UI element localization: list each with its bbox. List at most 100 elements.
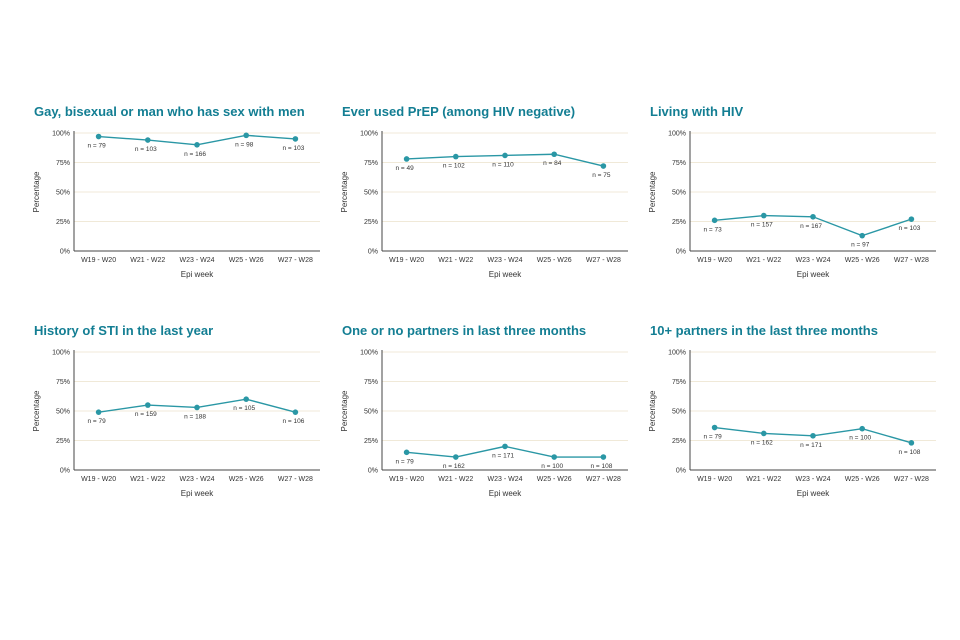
svg-text:n = 110: n = 110 xyxy=(492,161,514,168)
svg-text:50%: 50% xyxy=(56,409,70,416)
svg-text:n = 79: n = 79 xyxy=(395,458,414,465)
svg-text:0%: 0% xyxy=(676,249,686,256)
svg-text:75%: 75% xyxy=(364,160,378,167)
svg-text:n = 167: n = 167 xyxy=(800,223,822,230)
svg-text:W23 - W24: W23 - W24 xyxy=(179,476,214,483)
chart-title-sti-history: History of STI in the last year xyxy=(34,323,214,338)
svg-text:W21 - W22: W21 - W22 xyxy=(746,257,781,264)
svg-text:Epi week: Epi week xyxy=(181,270,214,279)
svg-text:n = 75: n = 75 xyxy=(592,172,611,179)
svg-text:n = 84: n = 84 xyxy=(543,160,562,167)
charts-grid: Gay, bisexual or man who has sex with me… xyxy=(28,104,948,528)
svg-text:0%: 0% xyxy=(60,249,70,256)
svg-text:Epi week: Epi week xyxy=(489,270,522,279)
chart-title-one-or-no-partners: One or no partners in last three months xyxy=(342,323,587,338)
svg-text:W19 - W20: W19 - W20 xyxy=(389,257,424,264)
svg-text:75%: 75% xyxy=(56,379,70,386)
svg-text:W23 - W24: W23 - W24 xyxy=(487,476,522,483)
chart-sti-history: History of STI in the last year 0% 25% 50%… xyxy=(28,323,332,528)
svg-text:25%: 25% xyxy=(56,438,70,445)
svg-text:W23 - W24: W23 - W24 xyxy=(179,257,214,264)
svg-text:n = 159: n = 159 xyxy=(135,411,157,418)
svg-text:W19 - W20: W19 - W20 xyxy=(81,257,116,264)
svg-text:75%: 75% xyxy=(672,160,686,167)
svg-text:Percentage: Percentage xyxy=(32,171,41,212)
svg-text:Epi week: Epi week xyxy=(181,489,214,498)
svg-text:Percentage: Percentage xyxy=(648,171,657,212)
svg-text:50%: 50% xyxy=(364,190,378,197)
svg-text:50%: 50% xyxy=(364,409,378,416)
svg-text:n = 106: n = 106 xyxy=(282,418,304,425)
svg-text:W21 - W22: W21 - W22 xyxy=(746,476,781,483)
chart-ten-plus-partners: 10+ partners in the last three months 0%… xyxy=(644,323,948,528)
svg-text:W25 - W26: W25 - W26 xyxy=(537,257,572,264)
chart-prep: Ever used PrEP (among HIV negative) 0% 25… xyxy=(336,104,640,309)
svg-text:25%: 25% xyxy=(364,219,378,226)
chart-title-prep: Ever used PrEP (among HIV negative) xyxy=(342,104,576,119)
svg-text:W23 - W24: W23 - W24 xyxy=(795,476,830,483)
svg-text:n = 108: n = 108 xyxy=(590,463,612,470)
svg-text:Epi week: Epi week xyxy=(489,489,522,498)
svg-text:100%: 100% xyxy=(360,131,378,138)
svg-text:Percentage: Percentage xyxy=(32,390,41,431)
svg-text:n = 79: n = 79 xyxy=(703,434,722,441)
svg-text:W25 - W26: W25 - W26 xyxy=(229,257,264,264)
svg-text:100%: 100% xyxy=(668,350,686,357)
svg-text:W23 - W24: W23 - W24 xyxy=(487,257,522,264)
svg-text:W19 - W20: W19 - W20 xyxy=(389,476,424,483)
svg-text:25%: 25% xyxy=(56,219,70,226)
svg-text:n = 79: n = 79 xyxy=(87,418,106,425)
svg-text:75%: 75% xyxy=(672,379,686,386)
chart-title-gbmsm: Gay, bisexual or man who has sex with me… xyxy=(34,104,305,119)
chart-living-with-hiv: Living with HIV 0% 25% 50% 75% 100% Percentag… xyxy=(644,104,948,309)
svg-text:Percentage: Percentage xyxy=(648,390,657,431)
svg-text:W25 - W26: W25 - W26 xyxy=(845,257,880,264)
svg-text:W21 - W22: W21 - W22 xyxy=(438,257,473,264)
svg-text:50%: 50% xyxy=(672,190,686,197)
svg-text:n = 108: n = 108 xyxy=(898,449,920,456)
svg-text:n = 103: n = 103 xyxy=(135,146,157,153)
svg-text:n = 171: n = 171 xyxy=(800,442,822,449)
svg-text:n = 100: n = 100 xyxy=(849,435,871,442)
line-chart-ten-plus-partners: 0% 25% 50% 75% 100% Percentage W19 - W20 W21 - … xyxy=(648,350,936,498)
svg-text:n = 157: n = 157 xyxy=(751,222,773,229)
svg-text:0%: 0% xyxy=(368,468,378,475)
svg-text:n = 98: n = 98 xyxy=(235,141,254,148)
svg-text:n = 100: n = 100 xyxy=(541,463,563,470)
svg-text:n = 162: n = 162 xyxy=(443,463,465,470)
svg-text:W19 - W20: W19 - W20 xyxy=(697,476,732,483)
line-chart-one-or-no-partners: 0% 25% 50% 75% 100% Percentage W19 - W20 W21 - … xyxy=(340,350,628,498)
svg-text:n = 49: n = 49 xyxy=(395,165,414,172)
svg-text:W19 - W20: W19 - W20 xyxy=(697,257,732,264)
svg-text:Epi week: Epi week xyxy=(797,270,830,279)
svg-text:n = 188: n = 188 xyxy=(184,413,206,420)
svg-text:Percentage: Percentage xyxy=(340,390,349,431)
svg-text:W19 - W20: W19 - W20 xyxy=(81,476,116,483)
svg-text:n = 171: n = 171 xyxy=(492,452,514,459)
svg-text:W27 - W28: W27 - W28 xyxy=(278,476,313,483)
svg-text:W25 - W26: W25 - W26 xyxy=(229,476,264,483)
svg-text:n = 166: n = 166 xyxy=(184,151,206,158)
svg-text:50%: 50% xyxy=(56,190,70,197)
svg-text:W21 - W22: W21 - W22 xyxy=(438,476,473,483)
chart-gbmsm: Gay, bisexual or man who has sex with me… xyxy=(28,104,332,309)
svg-text:75%: 75% xyxy=(56,160,70,167)
svg-text:n = 79: n = 79 xyxy=(87,143,106,150)
svg-text:n = 73: n = 73 xyxy=(703,226,722,233)
svg-text:n = 97: n = 97 xyxy=(851,242,870,249)
svg-text:n = 162: n = 162 xyxy=(751,439,773,446)
svg-text:50%: 50% xyxy=(672,409,686,416)
svg-text:W27 - W28: W27 - W28 xyxy=(586,476,621,483)
svg-text:W25 - W26: W25 - W26 xyxy=(845,476,880,483)
svg-text:25%: 25% xyxy=(672,438,686,445)
line-chart-gbmsm: 0% 25% 50% 75% 100% Percentage W19 - W20 W21 - … xyxy=(32,131,320,279)
svg-text:100%: 100% xyxy=(360,350,378,357)
svg-text:0%: 0% xyxy=(368,249,378,256)
svg-text:100%: 100% xyxy=(52,350,70,357)
svg-text:n = 103: n = 103 xyxy=(898,225,920,232)
svg-text:25%: 25% xyxy=(672,219,686,226)
svg-text:75%: 75% xyxy=(364,379,378,386)
svg-text:W27 - W28: W27 - W28 xyxy=(278,257,313,264)
svg-text:W21 - W22: W21 - W22 xyxy=(130,257,165,264)
svg-text:n = 102: n = 102 xyxy=(443,163,465,170)
